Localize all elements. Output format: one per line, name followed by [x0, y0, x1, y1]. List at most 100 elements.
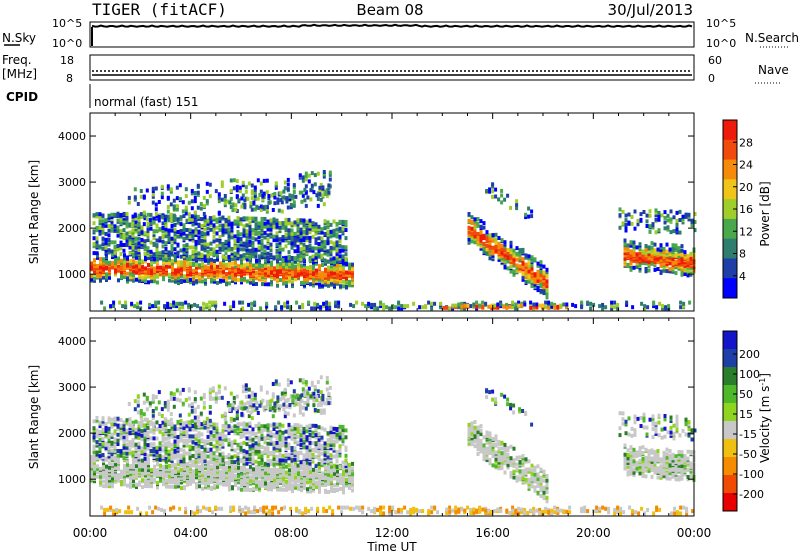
heatmap-cell: [536, 278, 540, 283]
heatmap-cell: [131, 438, 135, 442]
heatmap-cell: [135, 255, 138, 260]
heatmap-cell: [173, 254, 177, 259]
heatmap-cell: [210, 478, 213, 483]
heatmap-cell: [348, 262, 351, 267]
heatmap-cell: [481, 304, 485, 309]
colorbar-swatch: [723, 218, 737, 240]
heatmap-cell: [376, 306, 380, 311]
heatmap-cell: [172, 198, 176, 203]
heatmap-cell: [219, 261, 222, 266]
heatmap-cell: [213, 483, 216, 488]
heatmap-cell: [167, 234, 171, 239]
heatmap-cell: [324, 471, 327, 476]
heatmap-cell: [216, 484, 219, 489]
heatmap-cell: [258, 275, 261, 280]
heatmap-cell: [294, 485, 297, 490]
heatmap-cell: [287, 254, 291, 259]
heatmap-cell: [229, 188, 233, 193]
heatmap-cell: [210, 264, 213, 269]
heatmap-cell: [470, 230, 474, 235]
heatmap-cell: [625, 302, 629, 307]
heatmap-cell: [282, 268, 285, 273]
heatmap-cell: [155, 243, 159, 248]
heatmap-cell: [164, 227, 168, 232]
heatmap-cell: [108, 260, 111, 265]
heatmap-cell: [624, 218, 628, 223]
heatmap-cell: [278, 237, 282, 242]
heatmap-cell: [123, 264, 126, 269]
heatmap-cell: [335, 240, 339, 245]
heatmap-cell: [690, 223, 694, 228]
heatmap-cell: [174, 270, 177, 275]
heatmap-cell: [276, 487, 279, 492]
heatmap-cell: [236, 246, 240, 250]
heatmap-cell: [530, 284, 534, 288]
heatmap-cell: [500, 247, 504, 252]
heatmap-cell: [244, 189, 248, 194]
heatmap-cell: [364, 304, 368, 309]
heatmap-cell: [99, 257, 102, 262]
heatmap-cell: [261, 282, 264, 287]
heatmap-cell: [191, 222, 195, 227]
heatmap-cell: [209, 219, 213, 224]
heatmap-cell: [144, 478, 147, 483]
heatmap-cell: [236, 219, 240, 224]
heatmap-cell: [315, 193, 319, 198]
heatmap-cell: [118, 300, 122, 305]
heatmap-cell: [503, 260, 507, 265]
heatmap-cell: [189, 261, 192, 266]
heatmap-cell: [330, 271, 333, 276]
heatmap-cell: [304, 184, 308, 189]
heatmap-cell: [521, 277, 525, 282]
heatmap-cell: [674, 271, 678, 276]
heatmap-cell: [239, 236, 243, 241]
heatmap-cell: [260, 228, 264, 233]
heatmap-cell: [212, 230, 216, 235]
heatmap-cell: [318, 274, 321, 279]
heatmap-cell: [326, 225, 330, 230]
heatmap-cell: [650, 261, 654, 266]
heatmap-cell: [680, 264, 684, 269]
heatmap-cell: [159, 256, 162, 261]
heatmap-cell: [117, 473, 120, 477]
heatmap-cell: [674, 243, 678, 248]
heatmap-cell: [341, 230, 345, 235]
heatmap-cell: [574, 304, 578, 309]
heatmap-cell: [149, 253, 153, 258]
heatmap-cell: [192, 476, 195, 481]
heatmap-cell: [351, 483, 354, 488]
heatmap-cell: [239, 232, 243, 237]
heatmap-cell: [108, 484, 111, 489]
heatmap-cell: [678, 218, 682, 222]
heatmap-cell: [185, 228, 189, 232]
heatmap-cell: [132, 252, 135, 257]
heatmap-cell: [635, 245, 639, 250]
heatmap-cell: [137, 427, 141, 432]
heatmap-cell: [131, 220, 135, 225]
heatmap-cell: [269, 244, 273, 249]
heatmap-cell: [327, 461, 330, 466]
heatmap-cell: [258, 267, 261, 272]
heatmap-cell: [639, 212, 643, 217]
heatmap-cell: [201, 479, 204, 484]
heatmap-cell: [200, 252, 204, 257]
y-tick-label: 4000: [58, 130, 86, 143]
heatmap-cell: [257, 221, 261, 226]
heatmap-cell: [107, 437, 111, 442]
heatmap-cell: [95, 418, 99, 423]
heatmap-cell: [182, 247, 186, 252]
heatmap-cell: [530, 266, 534, 271]
heatmap-cell: [132, 468, 135, 473]
heatmap-cell: [273, 467, 276, 472]
heatmap-cell: [281, 238, 285, 243]
heatmap-cell: [370, 302, 374, 307]
heatmap-cell: [258, 468, 261, 473]
heatmap-cell: [98, 221, 102, 226]
heatmap-cell: [203, 246, 207, 250]
heatmap-cell: [406, 304, 410, 309]
heatmap-cell: [296, 233, 300, 238]
heatmap-cell: [201, 279, 204, 284]
heatmap-cell: [312, 260, 315, 265]
heatmap-cell: [337, 300, 341, 305]
heatmap-cell: [192, 261, 195, 266]
